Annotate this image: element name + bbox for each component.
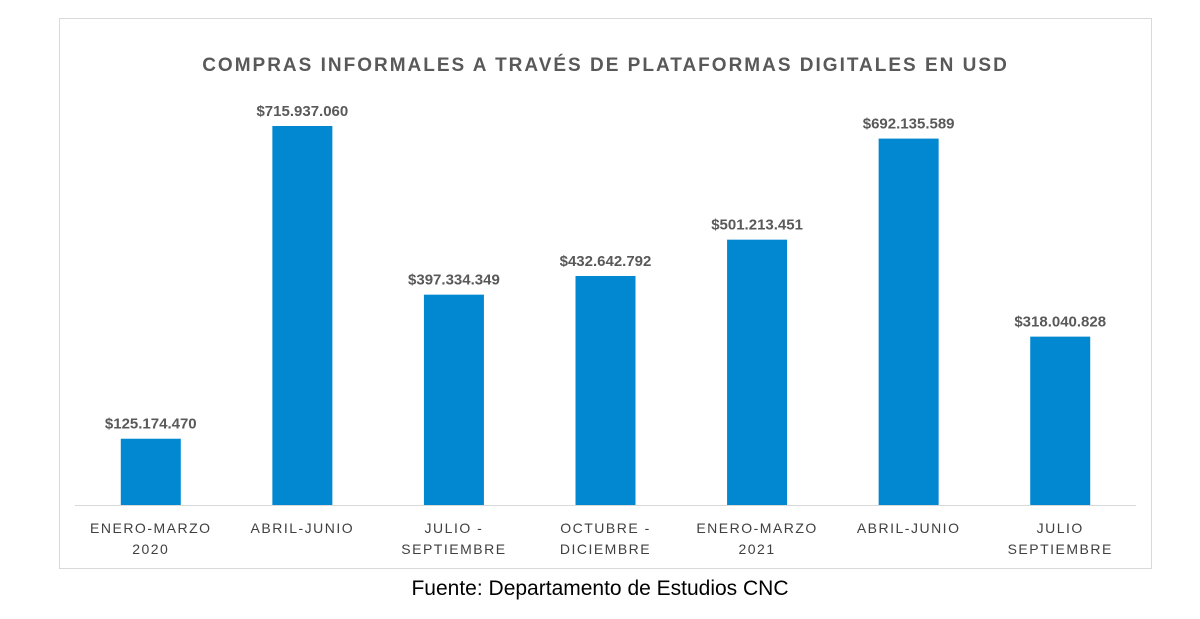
value-label-0: $125.174.470 — [105, 416, 197, 433]
tick-label-4-0: ENERO-MARZO — [696, 520, 818, 536]
tick-label-2-0: JULIO - — [425, 520, 484, 536]
tick-label-0-1: 2020 — [132, 541, 169, 557]
tick-label-0-0: ENERO-MARZO — [90, 520, 212, 536]
bar-5 — [878, 138, 939, 506]
chart-title: COMPRAS INFORMALES A TRAVÉS DE PLATAFORM… — [202, 55, 1009, 76]
tick-label-2-1: SEPTIEMBRE — [401, 541, 506, 557]
tick-label-3-1: DICIEMBRE — [560, 541, 651, 557]
tick-label-4-1: 2021 — [738, 541, 775, 557]
value-label-6: $318.040.828 — [1014, 314, 1106, 331]
bar-6 — [1030, 336, 1091, 505]
bar-2 — [423, 294, 484, 505]
source-note: Fuente: Departamento de Estudios CNC — [411, 577, 789, 600]
value-label-4: $501.213.451 — [711, 217, 803, 234]
tick-label-6-0: JULIO — [1037, 520, 1084, 536]
tick-label-1-0: ABRIL-JUNIO — [251, 520, 355, 536]
value-label-5: $692.135.589 — [863, 116, 955, 133]
bar-1 — [272, 126, 333, 505]
bar-4 — [727, 239, 788, 505]
bar-3 — [575, 275, 636, 505]
tick-label-6-1: SEPTIEMBRE — [1008, 541, 1113, 557]
bar-0 — [120, 438, 181, 505]
value-label-3: $432.642.792 — [560, 253, 652, 270]
tick-label-5-0: ABRIL-JUNIO — [857, 520, 961, 536]
value-label-2: $397.334.349 — [408, 272, 500, 289]
value-label-1: $715.937.060 — [256, 103, 348, 120]
tick-label-3-0: OCTUBRE - — [560, 520, 651, 536]
